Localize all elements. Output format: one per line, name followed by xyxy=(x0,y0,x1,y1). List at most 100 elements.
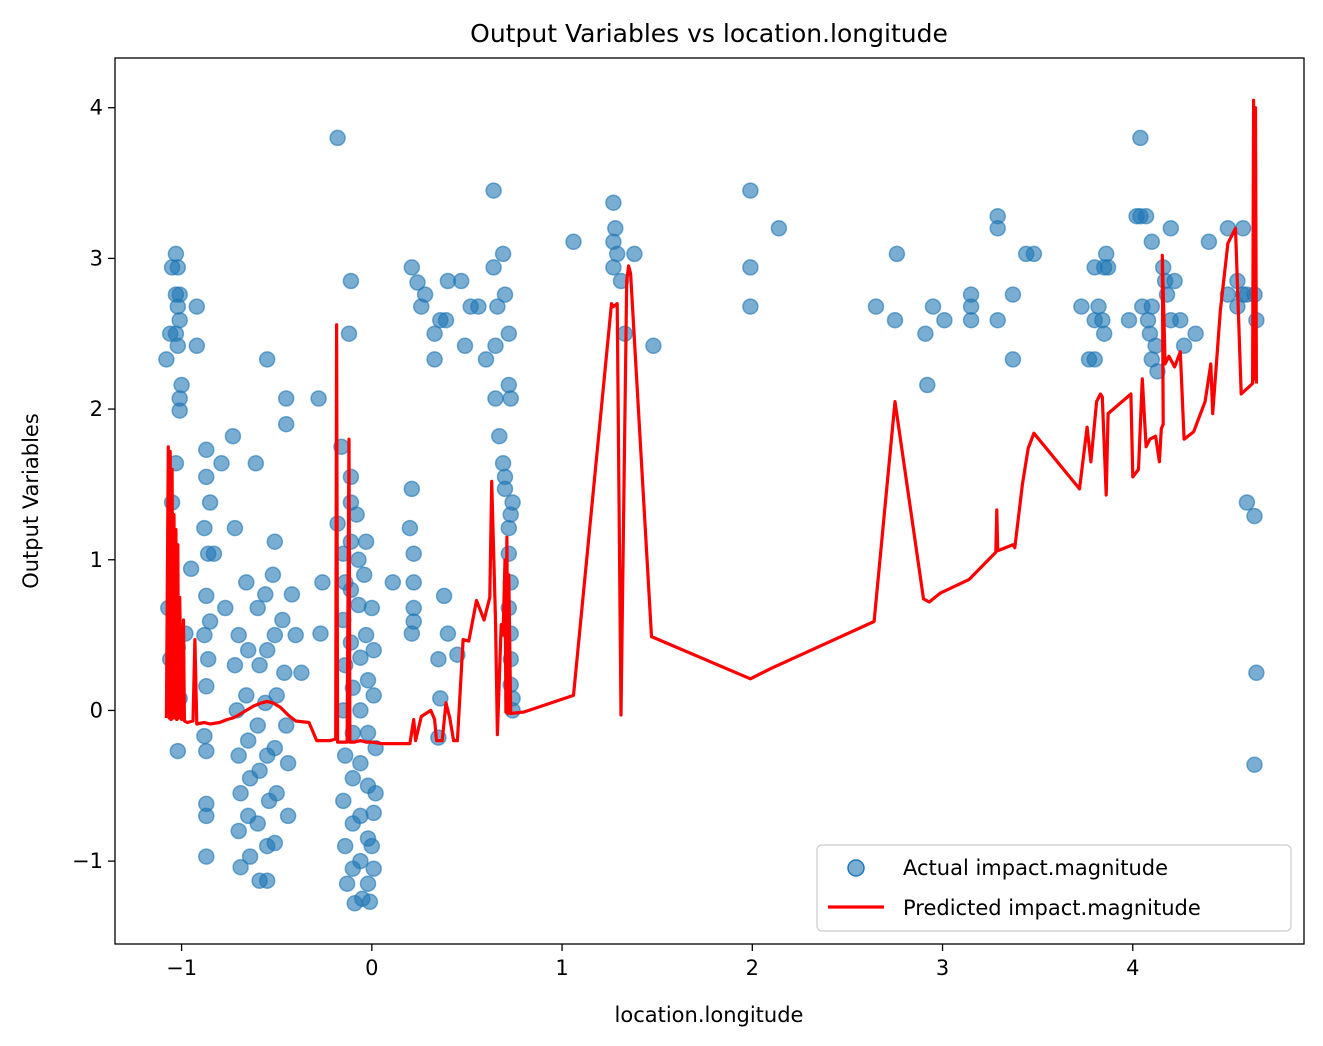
actual-point xyxy=(266,739,284,757)
actual-point xyxy=(607,220,624,237)
actual-point xyxy=(344,770,362,787)
actual-point xyxy=(403,480,421,498)
actual-point xyxy=(348,506,365,523)
actual-point xyxy=(430,650,447,668)
actual-point xyxy=(350,551,367,569)
actual-point xyxy=(742,298,759,315)
actual-point xyxy=(426,351,443,368)
actual-point xyxy=(485,259,502,276)
actual-point xyxy=(919,376,936,394)
actual-point xyxy=(487,390,504,407)
actual-point xyxy=(238,687,255,704)
actual-point xyxy=(196,626,213,644)
actual-point xyxy=(312,625,329,642)
actual-point xyxy=(277,390,295,407)
y-tick-label: 0 xyxy=(90,698,103,722)
actual-point xyxy=(338,875,356,892)
actual-point xyxy=(500,519,518,537)
actual-point xyxy=(612,272,630,290)
actual-point xyxy=(335,792,352,810)
actual-point xyxy=(251,762,268,779)
actual-point xyxy=(226,519,244,537)
actual-point xyxy=(196,727,213,745)
actual-point xyxy=(287,626,304,644)
actual-point xyxy=(251,656,268,674)
actual-point xyxy=(171,311,188,329)
actual-point xyxy=(199,650,217,668)
actual-point xyxy=(1097,245,1115,263)
actual-point xyxy=(962,311,980,329)
actual-point xyxy=(504,494,521,511)
actual-point xyxy=(770,220,788,237)
actual-point xyxy=(487,337,504,355)
actual-point xyxy=(405,545,422,562)
actual-point xyxy=(224,427,242,445)
y-tick-label: 2 xyxy=(90,397,103,421)
actual-point xyxy=(608,245,626,263)
legend-box xyxy=(816,844,1292,932)
actual-point xyxy=(1139,311,1157,329)
actual-point xyxy=(310,390,327,407)
actual-point xyxy=(962,298,980,315)
actual-point xyxy=(182,560,200,578)
actual-point xyxy=(565,233,582,251)
actual-point xyxy=(169,742,187,760)
x-tick-label: 1 xyxy=(555,956,568,980)
actual-point xyxy=(359,875,377,892)
actual-point xyxy=(264,566,282,584)
actual-point xyxy=(169,259,187,276)
actual-point xyxy=(266,626,284,644)
actual-point xyxy=(1248,664,1265,682)
x-tick-label: 4 xyxy=(1126,956,1139,980)
actual-point xyxy=(742,259,759,276)
actual-point xyxy=(232,785,249,802)
actual-point xyxy=(491,427,508,445)
actual-point xyxy=(314,574,331,591)
y-axis: −1 0 1 2 3 4 xyxy=(72,96,115,873)
actual-point xyxy=(605,259,622,276)
actual-point xyxy=(405,574,422,591)
actual-point xyxy=(217,599,234,617)
x-axis: −1 0 1 2 3 4 xyxy=(166,944,1139,980)
actual-point xyxy=(437,311,455,329)
actual-point xyxy=(355,566,373,584)
actual-point xyxy=(1166,272,1183,290)
actual-point xyxy=(1246,756,1263,773)
actual-point xyxy=(452,272,470,290)
y-tick-label: 1 xyxy=(90,548,103,572)
actual-point xyxy=(198,441,215,459)
actual-point xyxy=(416,286,434,303)
actual-point xyxy=(361,893,379,911)
actual-point xyxy=(340,325,358,342)
actual-point xyxy=(1238,494,1256,511)
actual-point xyxy=(205,545,223,562)
actual-point xyxy=(274,611,291,629)
actual-point xyxy=(258,641,276,659)
actual-point xyxy=(279,754,297,772)
actual-point xyxy=(249,815,266,832)
actual-point xyxy=(477,351,495,368)
actual-point xyxy=(279,807,297,825)
actual-point xyxy=(1147,337,1164,355)
actual-point xyxy=(403,259,421,276)
actual-point xyxy=(742,182,759,199)
actual-point xyxy=(352,807,369,825)
actual-point xyxy=(435,587,453,605)
actual-point xyxy=(230,626,247,644)
actual-point xyxy=(365,860,382,877)
actual-point xyxy=(1143,298,1161,315)
actual-point xyxy=(359,724,377,742)
actual-point xyxy=(1090,298,1107,315)
actual-point xyxy=(1149,363,1166,380)
actual-point xyxy=(239,641,257,659)
x-tick-label: 0 xyxy=(365,956,378,980)
actual-point xyxy=(867,298,885,315)
actual-point xyxy=(276,664,293,682)
actual-point xyxy=(350,596,367,614)
actual-point xyxy=(989,311,1006,329)
chart-title: Output Variables vs location.longitude xyxy=(470,19,948,48)
actual-point xyxy=(502,390,519,407)
legend-predicted-label: Predicted impact.magnitude xyxy=(903,896,1201,920)
actual-point xyxy=(352,852,369,870)
actual-point xyxy=(342,272,360,290)
